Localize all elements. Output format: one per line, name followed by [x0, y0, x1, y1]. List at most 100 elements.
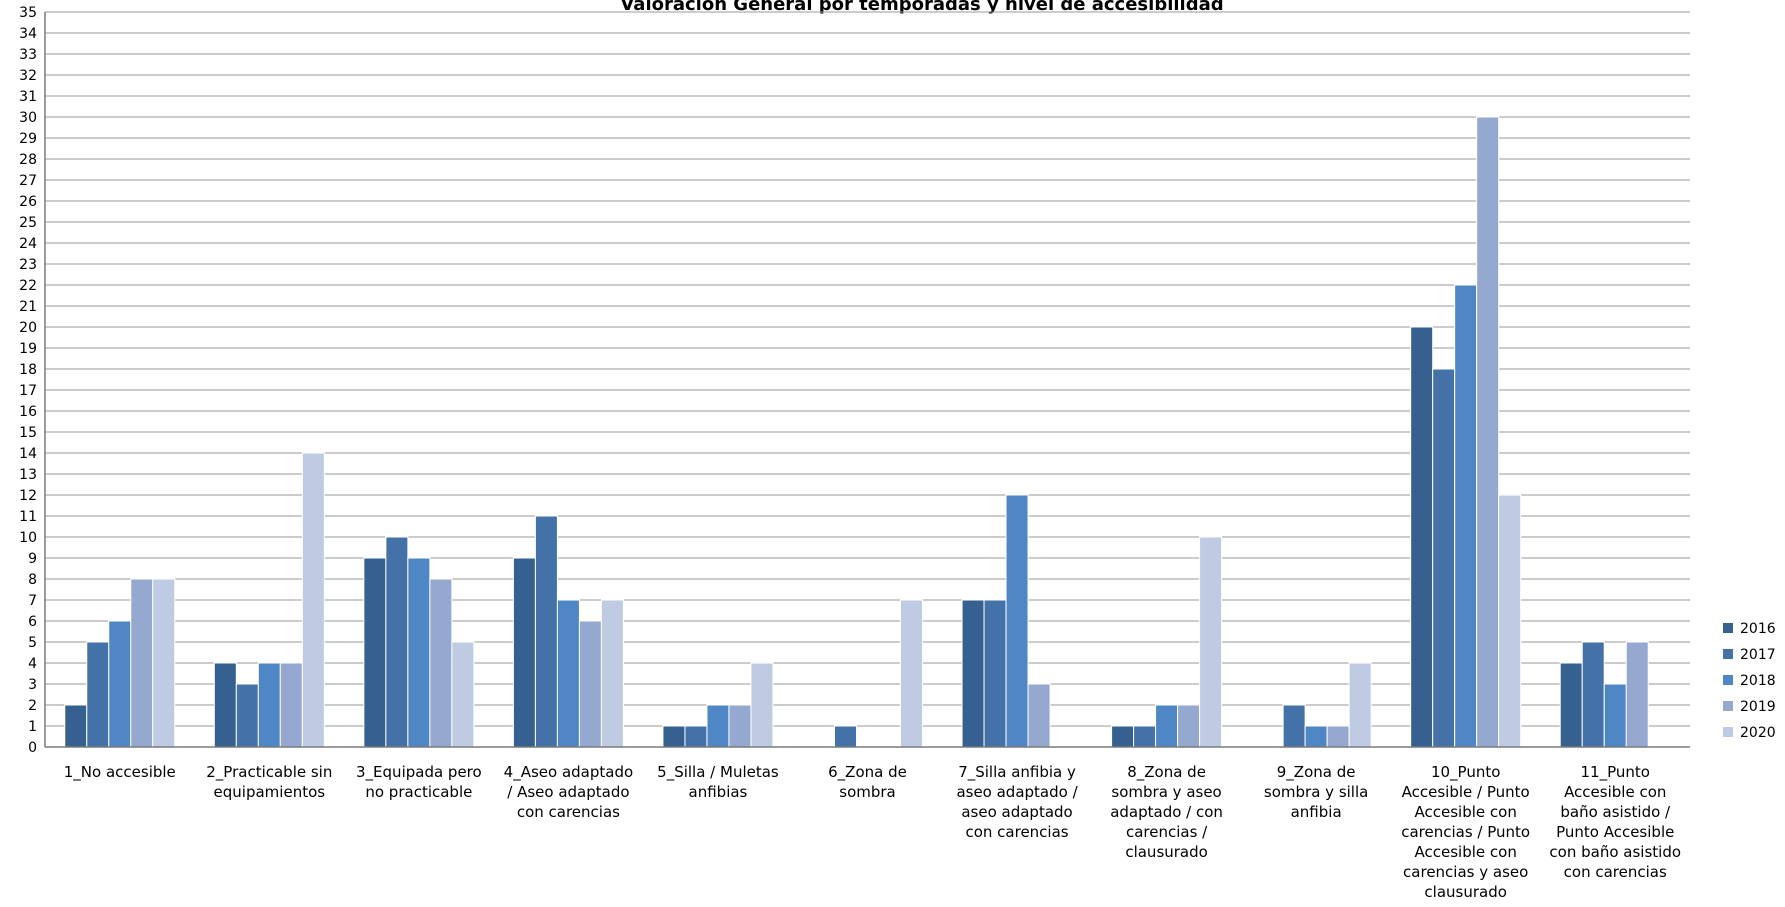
y-axis-ticks: 0123456789101112131415161718192021222324… — [19, 5, 37, 756]
y-tick-label: 17 — [19, 383, 37, 399]
y-tick-label: 4 — [28, 656, 37, 672]
category-labels: 1_No accesible 2_Practicable sin equipamie… — [64, 763, 1681, 901]
y-tick-label: 12 — [19, 488, 37, 504]
legend-label: 2020 — [1740, 725, 1776, 741]
bar-2020-1 — [152, 578, 176, 748]
y-tick-label: 13 — [19, 467, 37, 483]
x-tick-label: 2_Practicable sin equipamientos — [206, 763, 332, 801]
y-tick-label: 32 — [19, 68, 37, 84]
bar-2018-4 — [556, 599, 580, 748]
chart-title: Valoración General por temporadas y nive… — [620, 0, 1223, 15]
bar-2019-5 — [728, 704, 752, 748]
bar-2020-5 — [750, 662, 774, 748]
bar-2019-8 — [1177, 704, 1201, 748]
y-tick-label: 23 — [19, 257, 37, 273]
bar-2018-10 — [1454, 284, 1478, 748]
bar-2019-1 — [130, 578, 154, 748]
y-tick-label: 3 — [28, 677, 37, 693]
bar-2018-1 — [108, 620, 132, 748]
y-tick-label: 1 — [28, 719, 37, 735]
y-tick-label: 14 — [19, 446, 37, 462]
y-tick-label: 22 — [19, 278, 37, 294]
bar-2019-9 — [1326, 725, 1350, 748]
bar-2016-11 — [1559, 662, 1583, 748]
bar-2017-9 — [1282, 704, 1306, 748]
y-tick-label: 24 — [19, 236, 37, 252]
bar-2020-9 — [1348, 662, 1372, 748]
legend-label: 2016 — [1740, 621, 1776, 637]
bar-2019-4 — [578, 620, 602, 748]
bar-2020-6 — [900, 599, 923, 748]
x-tick-label: 7_Silla anfibia y aseo adaptado / aseo ada… — [956, 763, 1078, 841]
y-tick-label: 28 — [19, 152, 37, 168]
legend-swatch-2018 — [1723, 675, 1733, 685]
bar-2017-11 — [1581, 641, 1605, 748]
y-tick-label: 29 — [19, 131, 37, 147]
legend-swatch-2017 — [1723, 649, 1733, 659]
bar-2019-3 — [429, 578, 453, 748]
y-tick-label: 16 — [19, 404, 37, 420]
legend-swatch-2020 — [1723, 727, 1733, 737]
bar-2018-11 — [1603, 683, 1627, 748]
bar-2020-2 — [301, 452, 325, 748]
y-tick-label: 19 — [19, 341, 37, 357]
x-tick-label: 3_Equipada pero no practicable — [356, 763, 482, 801]
bar-2016-2 — [213, 662, 237, 748]
y-tick-label: 20 — [19, 320, 37, 336]
legend-swatch-2016 — [1723, 623, 1733, 633]
bar-2017-2 — [235, 683, 259, 748]
x-axis — [44, 12, 1690, 748]
bar-2018-7 — [1005, 494, 1029, 748]
bar-2019-11 — [1625, 641, 1649, 748]
bar-2016-4 — [512, 557, 536, 748]
y-tick-label: 10 — [19, 530, 37, 546]
x-tick-label: 9_Zona de sombra y silla anfibia — [1264, 763, 1368, 821]
legend: 2016 2017 2018 2019 2020 — [1723, 621, 1776, 741]
y-tick-label: 34 — [19, 26, 37, 42]
bar-2019-10 — [1476, 116, 1500, 748]
y-tick-label: 31 — [19, 89, 37, 105]
legend-label: 2018 — [1740, 673, 1776, 689]
y-tick-label: 7 — [28, 593, 37, 609]
bar-2019-2 — [279, 662, 303, 748]
bar-2016-1 — [64, 704, 88, 748]
y-tick-label: 0 — [28, 740, 37, 756]
bar-2016-5 — [662, 725, 686, 748]
y-tick-label: 26 — [19, 194, 37, 210]
bar-2018-2 — [257, 662, 281, 748]
x-tick-label: 8_Zona de sombra y aseo adaptado / con care… — [1110, 763, 1223, 861]
bar-2018-8 — [1155, 704, 1179, 748]
bar-2020-10 — [1498, 494, 1522, 748]
bar-2016-7 — [961, 599, 985, 748]
y-tick-label: 6 — [28, 614, 37, 630]
legend-swatch-2019 — [1723, 701, 1733, 711]
y-tick-label: 33 — [19, 47, 37, 63]
bar-2018-3 — [407, 557, 431, 748]
bar-2016-10 — [1410, 326, 1434, 748]
bar-2017-6 — [834, 725, 857, 748]
bar-2017-3 — [385, 536, 409, 748]
bar-2020-3 — [451, 641, 475, 748]
x-tick-label: 1_No accesible — [64, 763, 176, 782]
bar-2017-7 — [983, 599, 1007, 748]
bar-2016-3 — [363, 557, 387, 748]
x-tick-label: 11_Punto Accesible con baño asistido / Punt… — [1549, 763, 1681, 881]
y-tick-label: 25 — [19, 215, 37, 231]
bar-2018-5 — [706, 704, 730, 748]
y-tick-label: 35 — [19, 5, 37, 21]
x-tick-label: 10_Punto Accesible / Punto Accesible con ca… — [1401, 763, 1530, 901]
legend-label: 2019 — [1740, 699, 1776, 715]
y-tick-label: 18 — [19, 362, 37, 378]
y-tick-label: 8 — [28, 572, 37, 588]
bar-2016-8 — [1111, 725, 1135, 748]
bar-2017-5 — [684, 725, 708, 748]
bar-2020-8 — [1199, 536, 1223, 748]
bar-2017-8 — [1133, 725, 1157, 748]
bar-2017-4 — [534, 515, 558, 748]
bar-2018-9 — [1304, 725, 1328, 748]
bar-2020-4 — [600, 599, 624, 748]
bar-2017-1 — [86, 641, 110, 748]
x-tick-label: 5_Silla / Muletas anfibias — [657, 763, 779, 801]
y-tick-label: 21 — [19, 299, 37, 315]
